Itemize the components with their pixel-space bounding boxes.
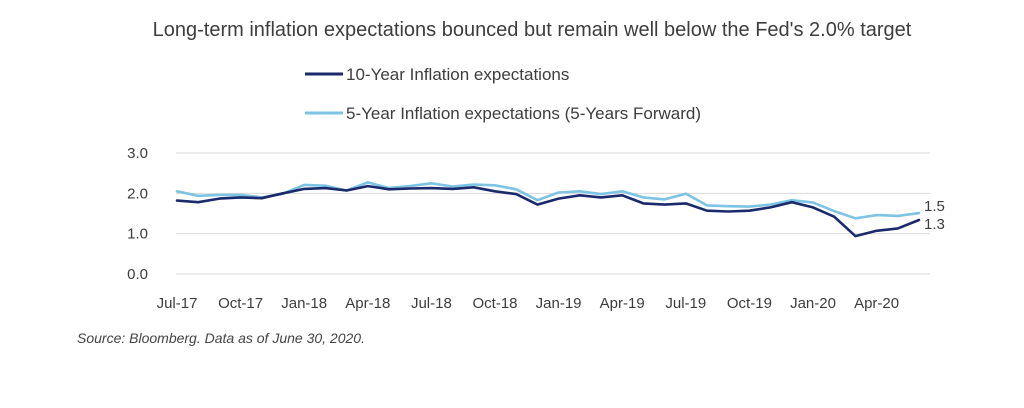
x-tick-label: Jan-20: [790, 295, 836, 312]
y-axis-ticks: 0.0 1.0 2.0 3.0: [127, 145, 148, 283]
x-axis-ticks: Jul-17 Oct-17 Jan-18 Apr-18 Jul-18 Oct-18 Jan-…: [157, 295, 900, 312]
legend-label-10yr: 10-Year Inflation expectations: [346, 65, 569, 84]
legend-label-5yr: 5-Year Inflation expectations (5-Years F…: [346, 104, 701, 123]
source-note: Source: Bloomberg. Data as of June 30, 2…: [77, 330, 365, 346]
x-tick-label: Jul-18: [411, 295, 452, 312]
series-line-5yr: [175, 181, 921, 220]
x-tick-label: Jan-18: [281, 295, 327, 312]
y-tick-label: 3.0: [127, 145, 148, 162]
gridlines: [176, 152, 930, 275]
x-tick-label: Jan-19: [536, 295, 582, 312]
x-tick-label: Apr-18: [345, 295, 390, 312]
x-tick-label: Apr-20: [854, 295, 899, 312]
x-tick-label: Oct-19: [727, 295, 772, 312]
series-line-10yr: [175, 184, 921, 238]
chart-title: Long-term inflation expectations bounced…: [153, 19, 912, 41]
x-tick-label: Jul-17: [157, 295, 198, 312]
end-labels: 1.51.3: [924, 198, 945, 233]
end-label-10yr: 1.3: [924, 216, 945, 233]
y-tick-label: 0.0: [127, 266, 148, 283]
end-label-5yr: 1.5: [924, 198, 945, 215]
x-tick-label: Oct-17: [218, 295, 263, 312]
series-lines: [175, 181, 921, 238]
legend: 10-Year Inflation expectations 5-Year In…: [305, 65, 701, 123]
x-tick-label: Jul-19: [665, 295, 706, 312]
y-tick-label: 2.0: [127, 185, 148, 202]
x-tick-label: Apr-19: [600, 295, 645, 312]
x-tick-label: Oct-18: [472, 295, 517, 312]
y-tick-label: 1.0: [127, 226, 148, 243]
